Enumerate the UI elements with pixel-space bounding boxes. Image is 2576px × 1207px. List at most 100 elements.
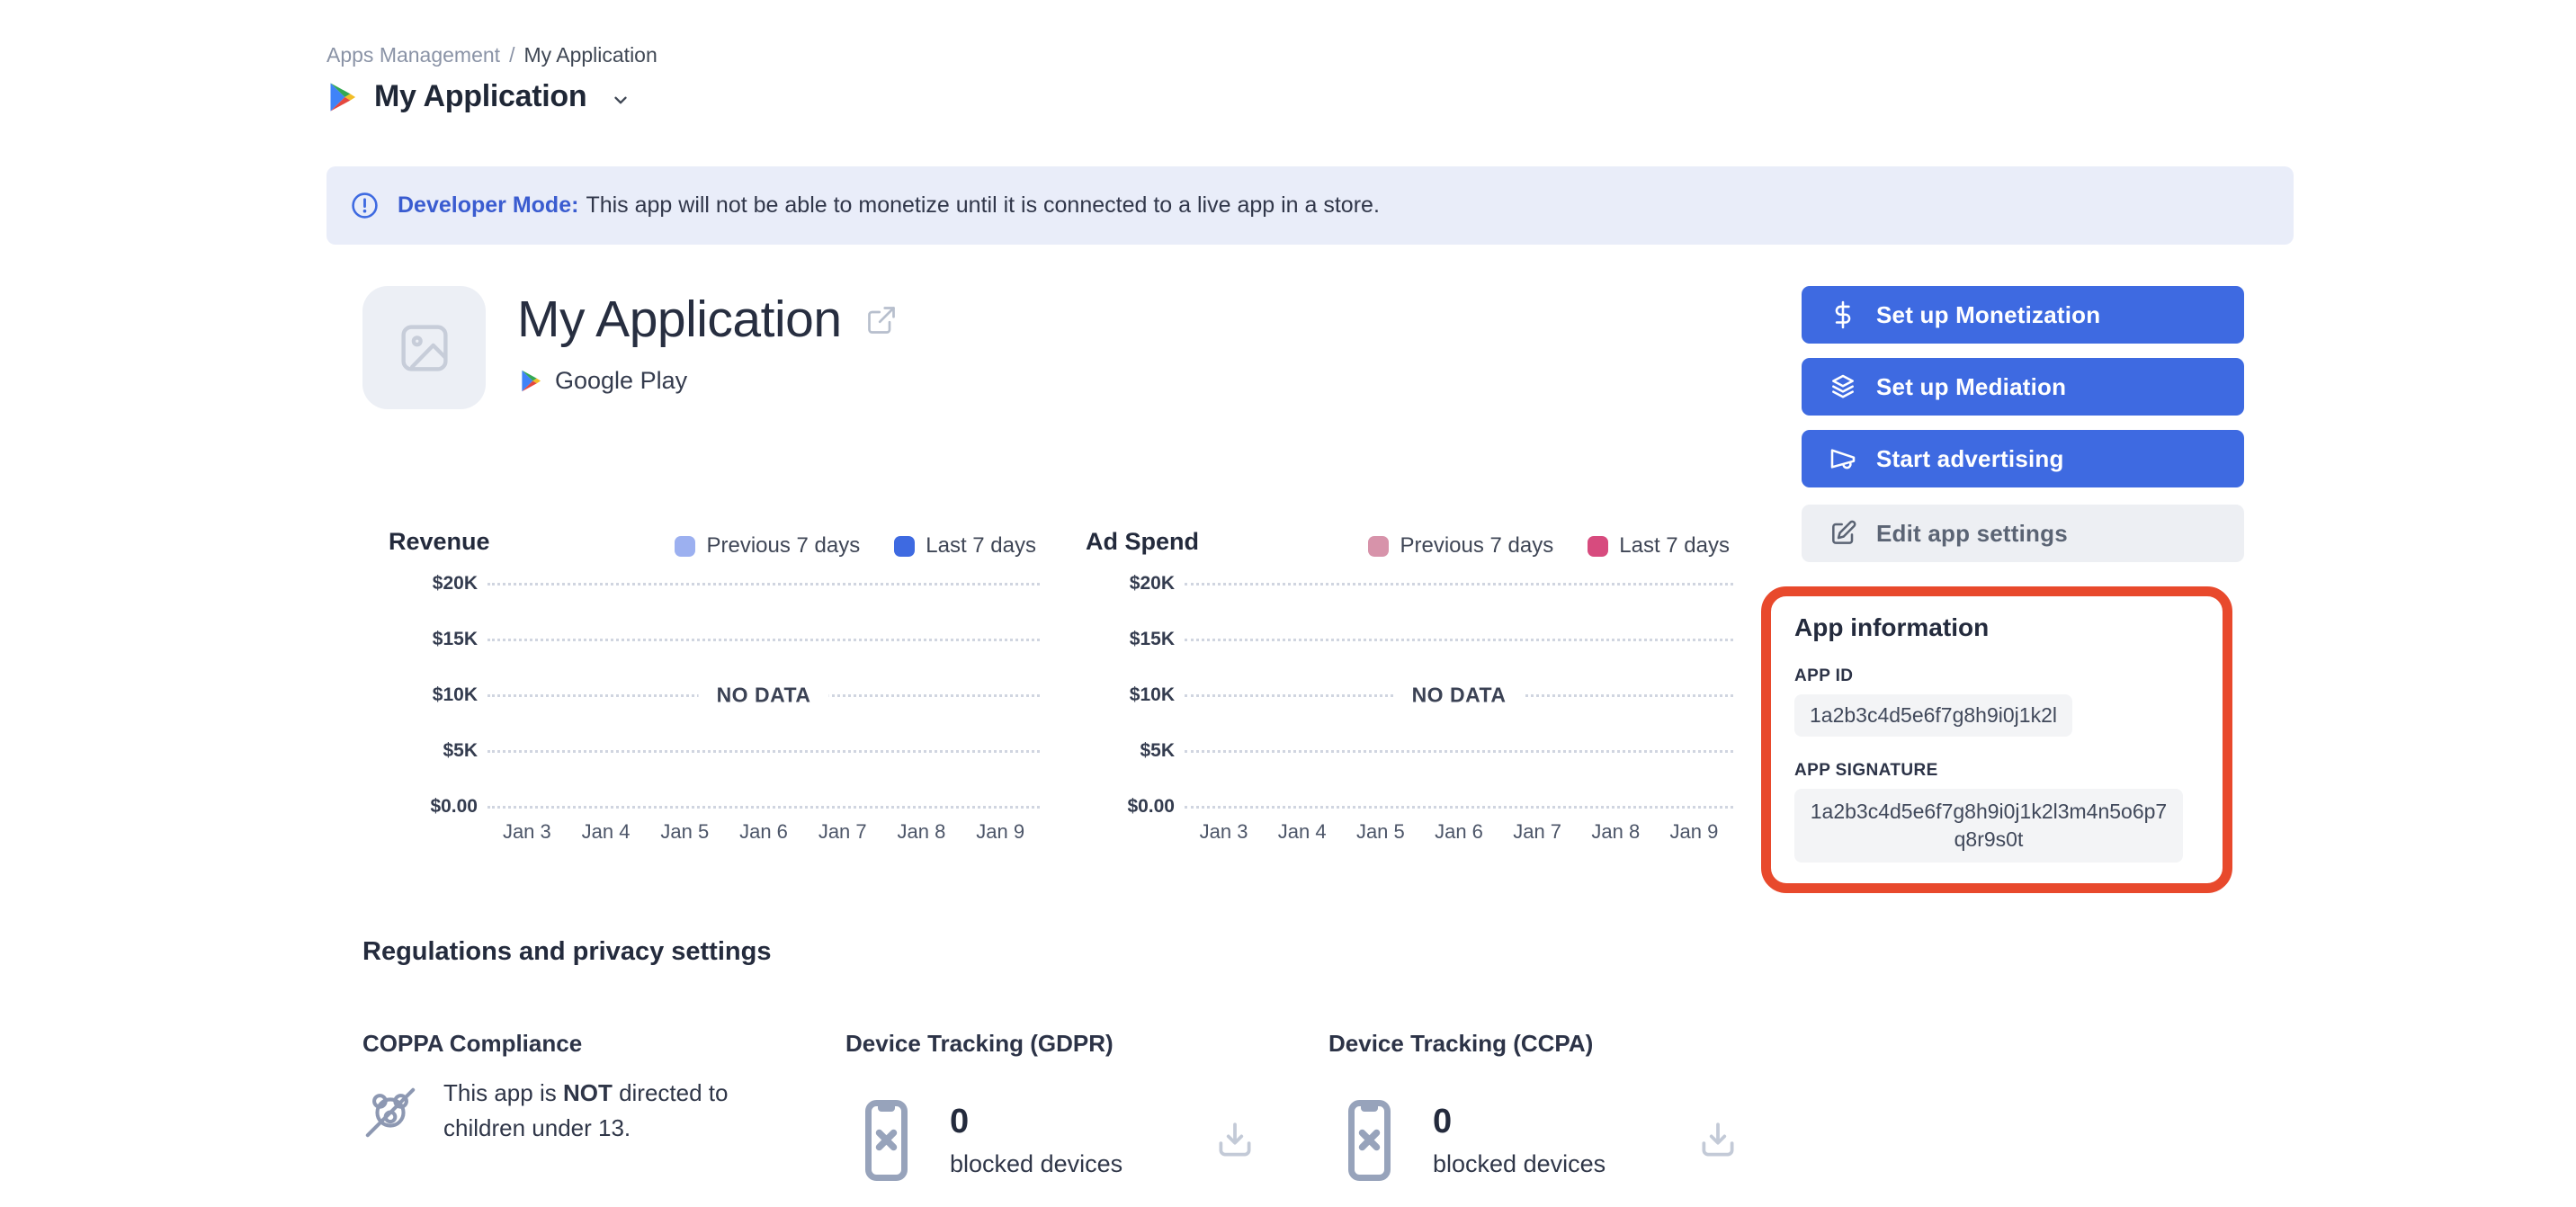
legend-item-last: Last 7 days <box>1588 533 1730 559</box>
y-axis-tick: $5K <box>1140 740 1175 761</box>
page-title: My Application <box>374 79 587 113</box>
x-axis-label: Jan 4 <box>1277 820 1327 843</box>
gridline <box>1185 582 1733 586</box>
phone-blocked-icon <box>1348 1100 1391 1181</box>
coppa-title: COPPA Compliance <box>362 1030 583 1057</box>
gridline <box>487 582 1040 586</box>
x-axis-label: Jan 6 <box>739 820 788 843</box>
gridline <box>1185 638 1733 641</box>
ccpa-stats: 0 blocked devices <box>1433 1104 1606 1178</box>
ccpa-blocked-count: 0 <box>1433 1102 1453 1140</box>
gdpr-tracking-card: Device Tracking (GDPR) 0 blocked devices <box>845 1030 1257 1181</box>
app-switcher[interactable]: My Application <box>326 79 631 114</box>
breadcrumb: Apps Management / My Application <box>326 43 657 67</box>
chart-legend: Previous 7 days Last 7 days <box>1368 533 1730 559</box>
edit-app-settings-button[interactable]: Edit app settings <box>1802 505 2244 562</box>
no-data-label: NO DATA <box>1393 680 1525 711</box>
no-children-bear-icon <box>365 1087 416 1138</box>
y-axis-tick: $20K <box>432 573 478 594</box>
y-axis-tick: $15K <box>432 629 478 649</box>
image-placeholder-icon <box>400 324 448 371</box>
gridline <box>487 805 1040 809</box>
start-advertising-button[interactable]: Start advertising <box>1802 430 2244 487</box>
gdpr-download-button[interactable] <box>1212 1115 1257 1166</box>
x-axis-label: Jan 3 <box>1199 820 1248 843</box>
gdpr-blocked-label: blocked devices <box>950 1149 1123 1177</box>
x-axis-label: Jan 3 <box>502 820 551 843</box>
button-label: Edit app settings <box>1876 519 2068 547</box>
app-store-row: Google Play <box>519 367 687 395</box>
banner-message: This app will not be able to monetize un… <box>586 192 1380 218</box>
dollar-icon <box>1835 300 1851 329</box>
store-label: Google Play <box>555 367 688 394</box>
download-icon <box>1702 1122 1734 1157</box>
app-name-title: My Application <box>517 291 842 348</box>
coppa-card: This app is NOT directed to children und… <box>362 1076 785 1146</box>
x-axis-label: Jan 7 <box>818 820 867 843</box>
gdpr-stats: 0 blocked devices <box>950 1104 1123 1178</box>
download-icon <box>1219 1122 1251 1157</box>
x-axis-label: Jan 5 <box>660 820 710 843</box>
megaphone-icon <box>1830 449 1856 469</box>
chevron-down-icon[interactable] <box>611 90 631 110</box>
action-buttons: Set up Monetization Set up Mediation Sta… <box>1802 286 2244 577</box>
ad-spend-chart: Ad Spend Previous 7 days Last 7 days $20… <box>1084 526 1733 854</box>
y-axis-tick: $0.00 <box>1127 796 1175 817</box>
x-axis-label: Jan 9 <box>976 820 1025 843</box>
app-information-title: App information <box>1794 613 1990 641</box>
setup-mediation-button[interactable]: Set up Mediation <box>1802 358 2244 416</box>
breadcrumb-separator: / <box>509 43 515 67</box>
ccpa-row: 0 blocked devices <box>1328 1100 1740 1181</box>
y-axis-tick: $10K <box>1129 684 1175 705</box>
y-axis-tick: $15K <box>1129 629 1175 649</box>
google-play-icon <box>330 82 356 112</box>
app-information-card: App information APP ID 1a2b3c4d5e6f7g8h9… <box>1761 586 2232 893</box>
app-header: My Application <box>517 290 898 349</box>
phone-blocked-icon <box>865 1100 908 1181</box>
ccpa-tracking-card: Device Tracking (CCPA) 0 blocked devices <box>1328 1030 1740 1181</box>
alert-info-icon <box>352 192 378 219</box>
app-id-label: APP ID <box>1794 666 1854 685</box>
revenue-chart: Revenue Previous 7 days Last 7 days $20K… <box>387 526 1040 854</box>
gdpr-title: Device Tracking (GDPR) <box>845 1030 1114 1057</box>
y-axis-tick: $10K <box>432 684 478 705</box>
chart-legend: Previous 7 days Last 7 days <box>675 533 1036 559</box>
developer-mode-banner: Developer Mode: This app will not be able… <box>326 166 2294 245</box>
x-axis-labels: Jan 3 Jan 4 Jan 5 Jan 6 Jan 7 Jan 8 Jan 9 <box>487 820 1040 844</box>
setup-monetization-button[interactable]: Set up Monetization <box>1802 286 2244 344</box>
legend-swatch <box>1368 535 1390 557</box>
external-link-icon[interactable] <box>865 304 898 336</box>
x-axis-labels: Jan 3 Jan 4 Jan 5 Jan 6 Jan 7 Jan 8 Jan 9 <box>1185 820 1733 844</box>
breadcrumb-parent-link[interactable]: Apps Management <box>326 43 501 67</box>
coppa-not: NOT <box>562 1079 613 1106</box>
banner-title: Developer Mode: <box>398 192 579 218</box>
x-axis-label: Jan 4 <box>581 820 631 843</box>
gridline <box>487 638 1040 641</box>
chart-title: Revenue <box>389 528 490 555</box>
legend-item-previous: Previous 7 days <box>675 533 860 559</box>
gdpr-row: 0 blocked devices <box>845 1100 1257 1181</box>
no-data-label: NO DATA <box>698 680 829 711</box>
legend-item-last: Last 7 days <box>894 533 1036 559</box>
button-label: Set up Mediation <box>1876 372 2067 400</box>
x-axis-label: Jan 9 <box>1669 820 1719 843</box>
ccpa-download-button[interactable] <box>1695 1115 1740 1166</box>
y-axis-tick: $5K <box>443 740 478 761</box>
banner-text: Developer Mode: This app will not be able… <box>398 192 1380 219</box>
gridline <box>487 749 1040 753</box>
x-axis-label: Jan 7 <box>1513 820 1562 843</box>
layers-icon <box>1832 374 1854 398</box>
gridline <box>1185 749 1733 753</box>
gridline <box>1185 805 1733 809</box>
coppa-text: This app is NOT directed to children und… <box>443 1079 729 1141</box>
x-axis-label: Jan 6 <box>1435 820 1483 843</box>
y-axis-tick: $0.00 <box>430 796 478 817</box>
ccpa-title: Device Tracking (CCPA) <box>1328 1030 1594 1057</box>
app-icon-placeholder <box>362 286 486 409</box>
breadcrumb-current: My Application <box>523 43 657 67</box>
y-axis-tick: $20K <box>1129 573 1175 594</box>
regulations-heading: Regulations and privacy settings <box>362 937 772 966</box>
gdpr-blocked-count: 0 <box>950 1102 970 1140</box>
button-label: Start advertising <box>1876 444 2064 472</box>
app-id-value: 1a2b3c4d5e6f7g8h9i0j1k2l <box>1794 694 2072 737</box>
